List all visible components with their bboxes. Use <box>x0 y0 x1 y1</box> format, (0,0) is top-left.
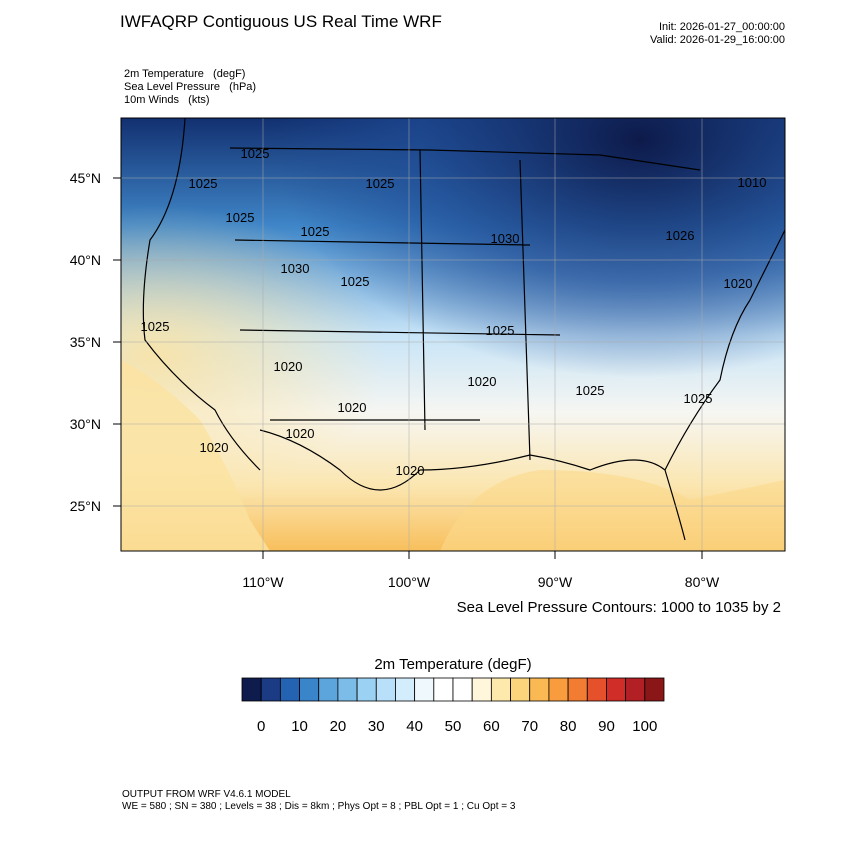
colorbar-tick-label: 20 <box>330 718 347 735</box>
contour-label: 1025 <box>366 176 395 191</box>
colorbar-tick-label: 10 <box>291 718 308 735</box>
colorbar-swatch <box>337 677 358 702</box>
colorbar-swatch <box>299 677 320 702</box>
contour-label: 1025 <box>341 274 370 289</box>
colorbar-swatch <box>490 677 511 702</box>
colorbar-swatch <box>260 677 281 702</box>
ocean-field <box>440 470 785 551</box>
colorbar-swatch <box>567 677 588 702</box>
colorbar-swatch <box>625 677 646 702</box>
contour-label: 1010 <box>738 175 767 190</box>
lon-label: 100°W <box>388 574 431 590</box>
colorbar-tick-label: 50 <box>445 718 462 735</box>
contour-label: 1020 <box>396 463 425 478</box>
lat-label: 45°N <box>70 170 101 186</box>
contour-label: 1020 <box>274 359 303 374</box>
contour-label: 1025 <box>141 319 170 334</box>
colorbar-tick-label: 80 <box>560 718 577 735</box>
valid-time: Valid: 2026-01-29_16:00:00 <box>650 34 785 46</box>
colorbar-tick-label: 70 <box>521 718 538 735</box>
contour-label: 1020 <box>338 400 367 415</box>
colorbar-swatch <box>395 677 416 702</box>
colorbar-swatch <box>586 677 607 702</box>
colorbar-tick-label: 100 <box>632 718 657 735</box>
graticule <box>121 118 785 551</box>
ocean-field <box>121 360 270 551</box>
colorbar-swatch <box>510 677 531 702</box>
contour-label: 1026 <box>666 228 695 243</box>
map: 1025 1025 1025 1025 1025 1030 1030 1025 1025 1025… <box>121 118 785 551</box>
lat-label: 35°N <box>70 334 101 350</box>
contour-label: 1025 <box>301 224 330 239</box>
colorbar-swatch <box>375 677 396 702</box>
map-frame <box>120 117 786 552</box>
lat-label: 25°N <box>70 498 101 514</box>
colorbar-swatch <box>452 677 473 702</box>
colorbar-swatch <box>644 677 665 702</box>
field-label: 10m Winds (kts) <box>124 94 210 106</box>
field-list: 2m Temperature (degF)Sea Level Pressure … <box>124 68 256 106</box>
lon-label: 90°W <box>538 574 573 590</box>
init-time: Init: 2026-01-27_00:00:00 <box>659 21 785 33</box>
contour-label: 1020 <box>200 440 229 455</box>
footer-line: OUTPUT FROM WRF V4.6.1 MODEL <box>122 789 291 800</box>
field-label: 2m Temperature (degF) <box>124 68 245 80</box>
footer-line: WE = 580 ; SN = 380 ; Levels = 38 ; Dis … <box>122 801 516 812</box>
lon-label: 110°W <box>242 574 284 590</box>
title: IWFAQRP Contiguous US Real Time WRF <box>120 12 442 31</box>
contour-note: Sea Level Pressure Contours: 1000 to 103… <box>457 599 781 616</box>
colorbar-swatch <box>279 677 300 702</box>
colorbar-swatch <box>548 677 569 702</box>
colorbar-tick-label: 90 <box>598 718 615 735</box>
colorbar-swatch <box>471 677 492 702</box>
contour-label: 1020 <box>724 276 753 291</box>
colorbar-tick-label: 30 <box>368 718 385 735</box>
contour-label: 1030 <box>491 231 520 246</box>
lon-label: 80°W <box>685 574 720 590</box>
colorbar-swatch <box>529 677 550 702</box>
contour-label: 1020 <box>286 426 315 441</box>
contour-label: 1025 <box>189 176 218 191</box>
colorbar-swatch <box>414 677 435 702</box>
contour-label: 1025 <box>226 210 255 225</box>
colorbar-swatch <box>606 677 627 702</box>
colorbar-swatch <box>241 677 262 702</box>
contour-label: 1025 <box>576 383 605 398</box>
contour-label: 1030 <box>281 261 310 276</box>
contour-labels: 1025 1025 1025 1025 1025 1030 1030 1025 1025 1025… <box>141 146 767 478</box>
colorbar-title: 2m Temperature (degF) <box>374 656 531 673</box>
lat-label: 30°N <box>70 416 101 432</box>
colorbar-swatch <box>433 677 454 702</box>
lat-label: 40°N <box>70 252 101 268</box>
colorbar: 0 10 20 30 40 50 60 70 80 90 100 <box>241 677 665 735</box>
colorbar-swatch <box>318 677 339 702</box>
axes: 45°N 40°N 35°N 30°N 25°N 110°W 100°W 90°W 80°W <box>70 170 720 590</box>
colorbar-tick-label: 60 <box>483 718 500 735</box>
field-label: Sea Level Pressure (hPa) <box>124 81 256 93</box>
contour-label: 1025 <box>684 391 713 406</box>
colorbar-tick-label: 40 <box>406 718 423 735</box>
boundaries <box>142 118 785 541</box>
contour-label: 1025 <box>241 146 270 161</box>
contour-label: 1020 <box>468 374 497 389</box>
colorbar-swatch <box>356 677 377 702</box>
contour-label: 1025 <box>486 323 515 338</box>
colorbar-tick-label: 0 <box>257 718 265 735</box>
